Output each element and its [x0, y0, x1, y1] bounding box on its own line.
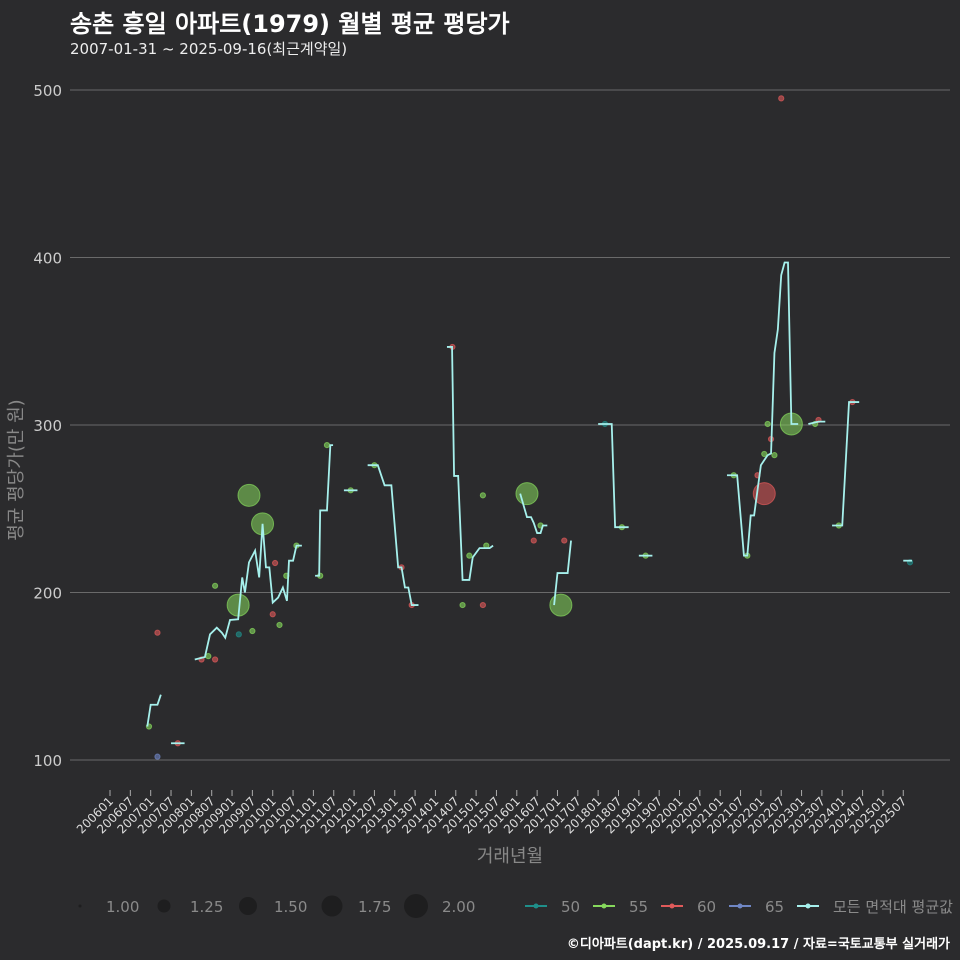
data-point-55	[479, 492, 486, 499]
data-point-60	[211, 656, 219, 663]
data-point-55	[466, 552, 473, 559]
color-legend-dot	[669, 903, 675, 909]
data-point-55	[249, 627, 256, 635]
data-point-55	[515, 482, 539, 506]
average-line-segment	[194, 523, 302, 661]
data-point-60	[752, 482, 776, 506]
y-tick-label: 500	[33, 82, 62, 100]
color-legend-label: 모든 면적대 평균값	[833, 898, 953, 916]
data-point-60	[154, 629, 161, 636]
data-point-55	[549, 593, 573, 617]
color-legend-label: 65	[765, 898, 784, 916]
size-legend-label: 1.50	[274, 898, 307, 916]
average-line-segment	[446, 346, 494, 581]
average-line	[146, 261, 913, 745]
color-legend-dot	[805, 903, 811, 909]
data-point-60	[778, 95, 785, 102]
data-point-60	[530, 537, 537, 544]
average-line-segment	[808, 420, 826, 425]
size-legend-key	[239, 897, 257, 915]
chart-title: 송촌 흥일 아파트(1979) 월별 평균 평당가	[70, 10, 510, 38]
chart-subtitle: 2007-01-31 ~ 2025-09-16(최근계약일)	[70, 40, 348, 58]
y-axis-title: 평균 평당가(만 원)	[6, 399, 27, 540]
data-point-50	[235, 631, 242, 638]
average-line-segment	[553, 540, 572, 606]
color-legend-label: 50	[561, 898, 580, 916]
data-point-55	[459, 601, 466, 609]
y-axis-ticks: 100 200 300 400 500	[33, 82, 62, 770]
size-legend-key	[157, 899, 171, 913]
average-line-segment	[146, 694, 162, 727]
x-axis-ticks: 2006012006072007012007072008012008072009…	[74, 790, 909, 837]
data-point-60	[269, 611, 276, 618]
data-point-60	[271, 559, 279, 567]
data-point-65	[154, 753, 161, 760]
data-point-55	[205, 653, 212, 660]
size-legend-key	[321, 895, 343, 917]
y-tick-label: 300	[33, 417, 62, 435]
color-legend-dot	[533, 903, 539, 909]
data-point-60	[479, 601, 486, 609]
color-legend-label: 60	[697, 898, 716, 916]
average-line-segment	[598, 423, 629, 529]
average-line-segment	[832, 401, 860, 527]
color-legend-label: 55	[629, 898, 648, 916]
size-legend-label: 1.25	[190, 898, 223, 916]
data-point-55	[761, 450, 768, 458]
grid	[70, 89, 950, 761]
y-tick-label: 200	[33, 585, 62, 603]
footer-credit: ©디아파트(dapt.kr) / 2025.09.17 / 자료=국토교통부 실…	[566, 937, 950, 952]
size-legend-label: 1.75	[358, 898, 391, 916]
color-legend-dot	[601, 903, 607, 909]
y-tick-label: 100	[33, 752, 62, 770]
color-legend-dot	[737, 903, 743, 909]
data-point-55	[211, 582, 219, 589]
data-point-55	[276, 621, 283, 629]
size-legend-key	[78, 904, 82, 908]
data-point-55	[237, 483, 261, 507]
data-point-60	[561, 537, 568, 544]
data-point-55	[764, 420, 771, 428]
x-axis-title: 거래년월	[477, 846, 543, 867]
size-legend-label: 2.00	[442, 898, 475, 916]
scatter-points	[145, 95, 914, 760]
average-line-segment	[367, 464, 419, 606]
size-legend-label: 1.00	[106, 898, 139, 916]
average-line-segment	[726, 261, 799, 557]
data-point-55	[323, 442, 331, 449]
data-point-55	[771, 452, 778, 459]
y-tick-label: 400	[33, 250, 62, 268]
average-line-segment	[519, 493, 548, 534]
legend: 1.00 1.25 1.50 1.75 2.00 50 55 60 65 모든 면적대 평균값	[78, 894, 953, 918]
size-legend-key	[404, 894, 428, 918]
average-line-segment	[315, 444, 334, 577]
